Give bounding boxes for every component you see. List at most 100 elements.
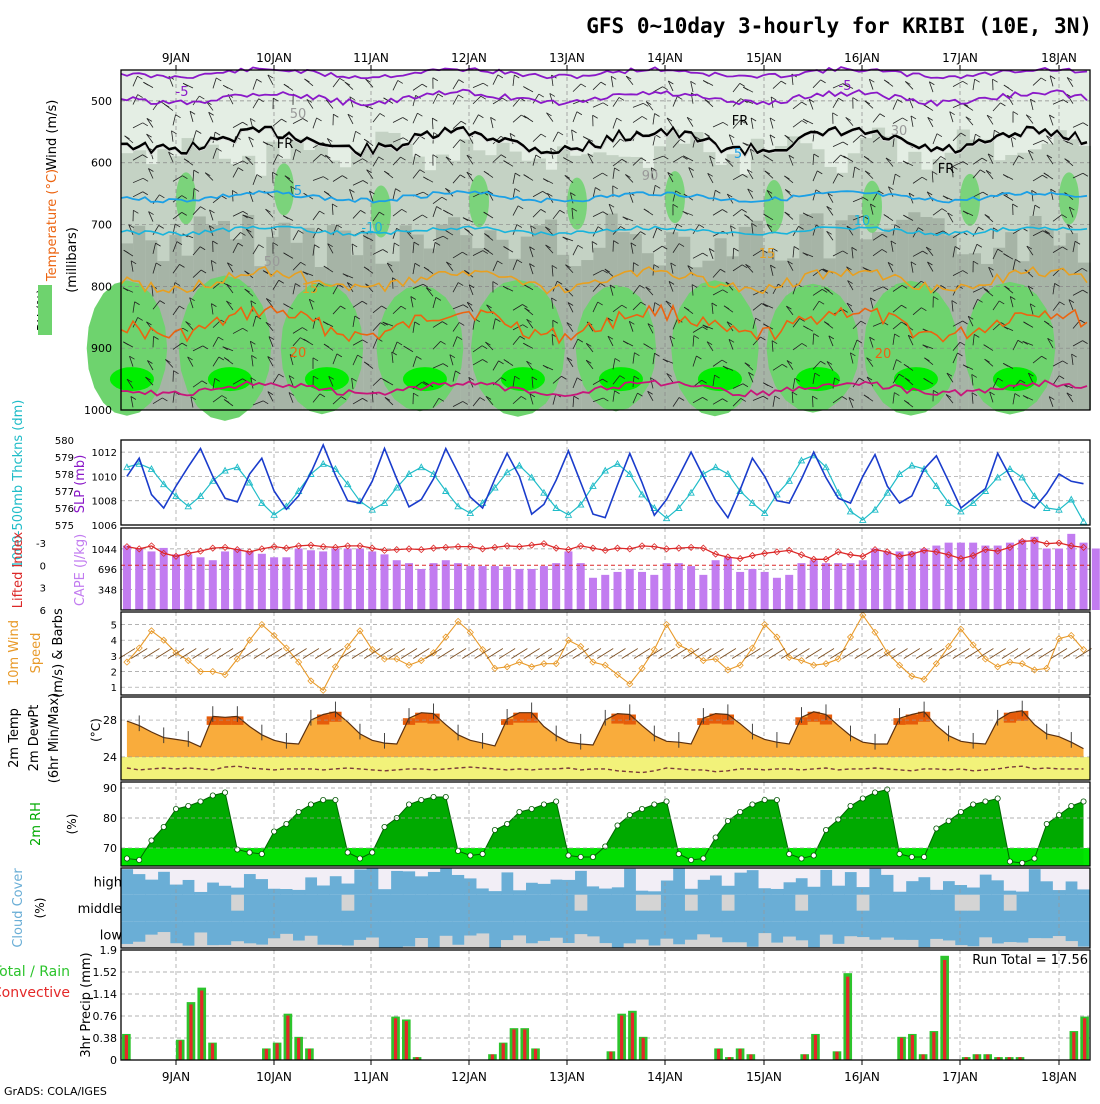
rh2m-point [149, 838, 154, 843]
cape-bar [773, 578, 781, 610]
cloud-clear [231, 868, 244, 888]
cloud-clear [906, 868, 919, 881]
rh2m-point [787, 851, 792, 856]
cape-bar [626, 569, 634, 610]
date-bottom-13JAN: 13JAN [549, 1070, 585, 1084]
rh2m-point [1007, 859, 1012, 864]
pressure-tick-800: 800 [91, 280, 112, 293]
cloud-cell [476, 895, 489, 922]
cloud-low-gray [133, 942, 146, 948]
li-label: Lifted Index [11, 531, 26, 608]
cape-bar [1030, 537, 1038, 610]
li-tick-0: 0 [40, 561, 46, 572]
cloud-cell [403, 921, 416, 948]
cloud-clear [599, 868, 612, 889]
rh2m-point [541, 802, 546, 807]
cloud-cell [354, 868, 367, 895]
rh2m-point [750, 802, 755, 807]
cloud-clear [231, 895, 244, 911]
contour-label: 50 [290, 107, 307, 122]
cloud-cell [709, 895, 722, 922]
cloud-low-gray [942, 940, 955, 948]
cloud-cell [145, 895, 158, 922]
cape-bar [319, 551, 327, 610]
rh2m-point [590, 854, 595, 859]
rh2m-point [921, 854, 926, 859]
cloud-low-gray [415, 938, 428, 948]
cape-bar [577, 563, 585, 610]
cloud-clear [182, 868, 195, 880]
cape-bar [748, 569, 756, 610]
cape-bar [564, 551, 572, 610]
cloud-cell [746, 895, 759, 922]
cape-bar [491, 566, 499, 610]
cloud-clear [648, 868, 661, 891]
rh2m-point [1081, 799, 1086, 804]
cloud-cell [697, 895, 710, 922]
cloud-cell [918, 921, 931, 948]
cloud-low-gray [624, 943, 637, 948]
rh2m-point [529, 806, 534, 811]
contour-label: 15 [759, 247, 776, 262]
precip-conv-bar [125, 1035, 128, 1060]
cloud-cell [526, 895, 539, 922]
cloud-clear [722, 868, 735, 886]
cape-bar [761, 572, 769, 610]
rh2m-point [725, 818, 730, 823]
cloud-cell [158, 868, 171, 895]
date-top-9JAN: 9JAN [162, 51, 190, 65]
cloud-cell [562, 895, 575, 922]
rh2m-point [455, 848, 460, 853]
contour-label: 30 [891, 124, 908, 139]
cape-bar [442, 560, 450, 610]
cloud-low-gray [697, 934, 710, 948]
cloud-cell [734, 895, 747, 922]
cloud-clear [1016, 868, 1029, 892]
contour-label: 15 [302, 282, 319, 297]
pressure-tick-700: 700 [91, 219, 112, 232]
temp-max-shade [513, 713, 525, 723]
cloud-clear [378, 868, 391, 889]
cloud-cell [427, 868, 440, 895]
rh2m-point [161, 824, 166, 829]
cloud-cell [808, 921, 821, 948]
date-top-14JAN: 14JAN [647, 51, 683, 65]
cloud-cover-label: Cloud Cover [11, 868, 26, 948]
rh2m-point [983, 799, 988, 804]
cape-bar [638, 572, 646, 610]
rh2m-point [738, 809, 743, 814]
cloud-clear [550, 868, 563, 880]
cloud-clear [893, 868, 906, 892]
cape-bar [601, 575, 609, 610]
precip-conv-bar [286, 1016, 289, 1060]
cloud-clear [881, 868, 894, 875]
cloud-low-gray [293, 941, 306, 948]
rh2m-point [701, 856, 706, 861]
dewpt2m-label: 2m DewPt [27, 705, 42, 772]
rh2m-point [1044, 821, 1049, 826]
rh2m-point [431, 794, 436, 799]
cape-bar [822, 563, 830, 610]
rh2m-point [492, 827, 497, 832]
cloud-clear [587, 868, 600, 886]
cloud-low-gray [844, 936, 857, 948]
panel-p2-bg [121, 440, 1090, 525]
date-top-11JAN: 11JAN [353, 51, 389, 65]
cloud-cell [403, 868, 416, 895]
cape-bar [123, 546, 131, 610]
rh2m-point [259, 851, 264, 856]
cape-bar [430, 563, 438, 610]
cloud-low-gray [869, 940, 882, 948]
cloud-cell [194, 895, 207, 922]
cloud-clear [918, 868, 931, 877]
precip-conv-bar [642, 1038, 645, 1060]
cape-tick-1044: 1044 [92, 545, 117, 556]
cape-bar [994, 546, 1002, 610]
rh2m-point [284, 821, 289, 826]
cloud-cell [158, 895, 171, 922]
li-tick-6: 6 [40, 606, 46, 617]
cape-tick-696: 696 [98, 565, 117, 576]
cloud-cell [391, 868, 404, 895]
cloud-cell [599, 895, 612, 922]
